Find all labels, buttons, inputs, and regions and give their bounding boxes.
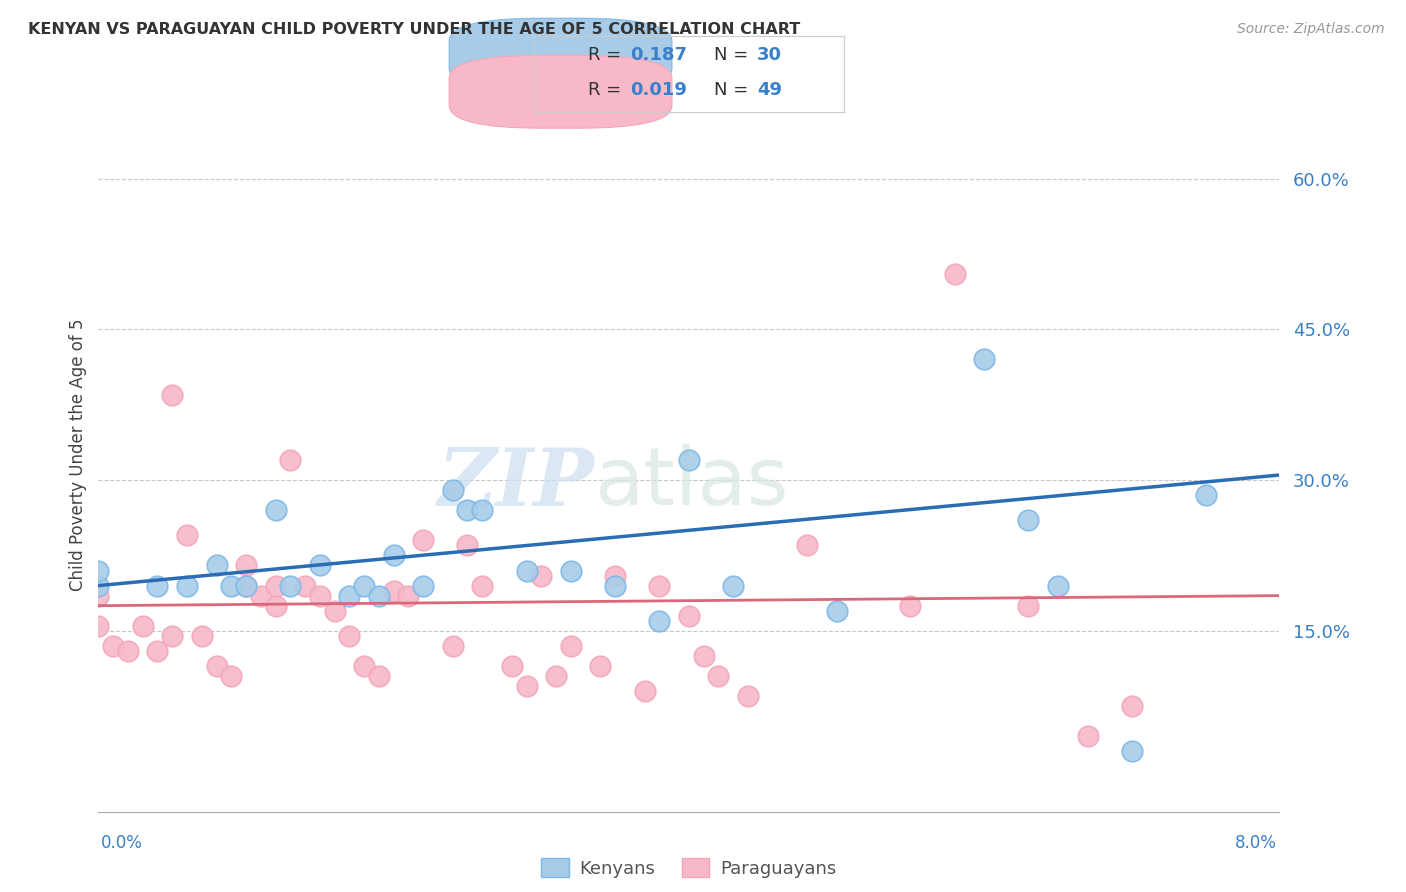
Text: 0.187: 0.187 bbox=[630, 45, 688, 63]
Point bbox=[162, 629, 183, 643]
Point bbox=[235, 578, 257, 592]
Point bbox=[396, 589, 419, 603]
Y-axis label: Child Poverty Under the Age of 5: Child Poverty Under the Age of 5 bbox=[69, 318, 87, 591]
Point bbox=[132, 619, 155, 633]
Text: R =: R = bbox=[588, 45, 627, 63]
Point bbox=[264, 578, 287, 592]
Point bbox=[825, 604, 848, 618]
Text: N =: N = bbox=[714, 45, 754, 63]
Point bbox=[219, 669, 242, 683]
Point bbox=[441, 483, 464, 497]
Point bbox=[605, 578, 627, 592]
Point bbox=[633, 684, 655, 698]
Point bbox=[308, 558, 332, 573]
Point bbox=[707, 669, 730, 683]
Point bbox=[678, 608, 700, 623]
Point bbox=[87, 578, 110, 592]
Point bbox=[1121, 699, 1143, 714]
Point bbox=[323, 604, 346, 618]
Point bbox=[367, 589, 389, 603]
Text: atlas: atlas bbox=[595, 444, 789, 523]
Point bbox=[560, 639, 582, 653]
Point bbox=[87, 564, 110, 578]
Text: R =: R = bbox=[588, 81, 627, 99]
Point bbox=[205, 659, 228, 673]
Point bbox=[1017, 513, 1039, 527]
Point bbox=[250, 589, 273, 603]
Point bbox=[456, 538, 478, 552]
Text: N =: N = bbox=[714, 81, 754, 99]
Point bbox=[264, 503, 287, 517]
Point bbox=[162, 387, 183, 401]
Point bbox=[205, 558, 228, 573]
Point bbox=[515, 679, 537, 693]
Point bbox=[382, 583, 405, 598]
Text: 8.0%: 8.0% bbox=[1234, 834, 1277, 852]
Point bbox=[589, 659, 612, 673]
Text: 30: 30 bbox=[756, 45, 782, 63]
FancyBboxPatch shape bbox=[450, 55, 672, 128]
Point bbox=[308, 589, 332, 603]
Point bbox=[87, 589, 110, 603]
Point bbox=[693, 648, 716, 663]
Point bbox=[1046, 578, 1069, 592]
Text: KENYAN VS PARAGUAYAN CHILD POVERTY UNDER THE AGE OF 5 CORRELATION CHART: KENYAN VS PARAGUAYAN CHILD POVERTY UNDER… bbox=[28, 22, 800, 37]
Point bbox=[278, 578, 301, 592]
Point bbox=[117, 644, 139, 658]
Point bbox=[412, 578, 434, 592]
Point bbox=[264, 599, 287, 613]
Point bbox=[294, 578, 316, 592]
Point bbox=[1017, 599, 1039, 613]
Point bbox=[456, 503, 478, 517]
Point bbox=[605, 568, 627, 582]
Point bbox=[560, 564, 582, 578]
Point bbox=[721, 578, 744, 592]
Point bbox=[796, 538, 818, 552]
Point bbox=[353, 578, 375, 592]
Point bbox=[367, 669, 389, 683]
Point bbox=[471, 578, 494, 592]
Text: 49: 49 bbox=[756, 81, 782, 99]
Point bbox=[501, 659, 523, 673]
Point bbox=[176, 528, 198, 542]
Point bbox=[441, 639, 464, 653]
Point bbox=[412, 533, 434, 548]
Text: Source: ZipAtlas.com: Source: ZipAtlas.com bbox=[1237, 22, 1385, 37]
Point bbox=[337, 589, 360, 603]
Point bbox=[544, 669, 567, 683]
Point bbox=[648, 578, 671, 592]
Text: 0.019: 0.019 bbox=[630, 81, 688, 99]
Point bbox=[146, 644, 169, 658]
Point bbox=[471, 503, 494, 517]
Point bbox=[678, 453, 700, 467]
Point bbox=[898, 599, 921, 613]
Point bbox=[235, 558, 257, 573]
Point bbox=[176, 578, 198, 592]
FancyBboxPatch shape bbox=[450, 18, 672, 91]
Point bbox=[1194, 488, 1216, 502]
Point bbox=[87, 619, 110, 633]
Legend: Kenyans, Paraguayans: Kenyans, Paraguayans bbox=[534, 850, 844, 885]
Point bbox=[219, 578, 242, 592]
Point bbox=[1121, 744, 1143, 758]
Point bbox=[943, 267, 966, 281]
Text: 0.0%: 0.0% bbox=[101, 834, 143, 852]
Point bbox=[278, 453, 301, 467]
Point bbox=[515, 564, 537, 578]
Point bbox=[235, 578, 257, 592]
Point bbox=[530, 568, 553, 582]
Point bbox=[103, 639, 124, 653]
Point bbox=[146, 578, 169, 592]
Point bbox=[382, 549, 405, 563]
Point bbox=[737, 689, 759, 703]
Point bbox=[1077, 729, 1099, 743]
Text: ZIP: ZIP bbox=[437, 445, 595, 522]
Point bbox=[973, 352, 995, 367]
Point bbox=[648, 614, 671, 628]
Point bbox=[337, 629, 360, 643]
Point bbox=[353, 659, 375, 673]
Point bbox=[191, 629, 214, 643]
